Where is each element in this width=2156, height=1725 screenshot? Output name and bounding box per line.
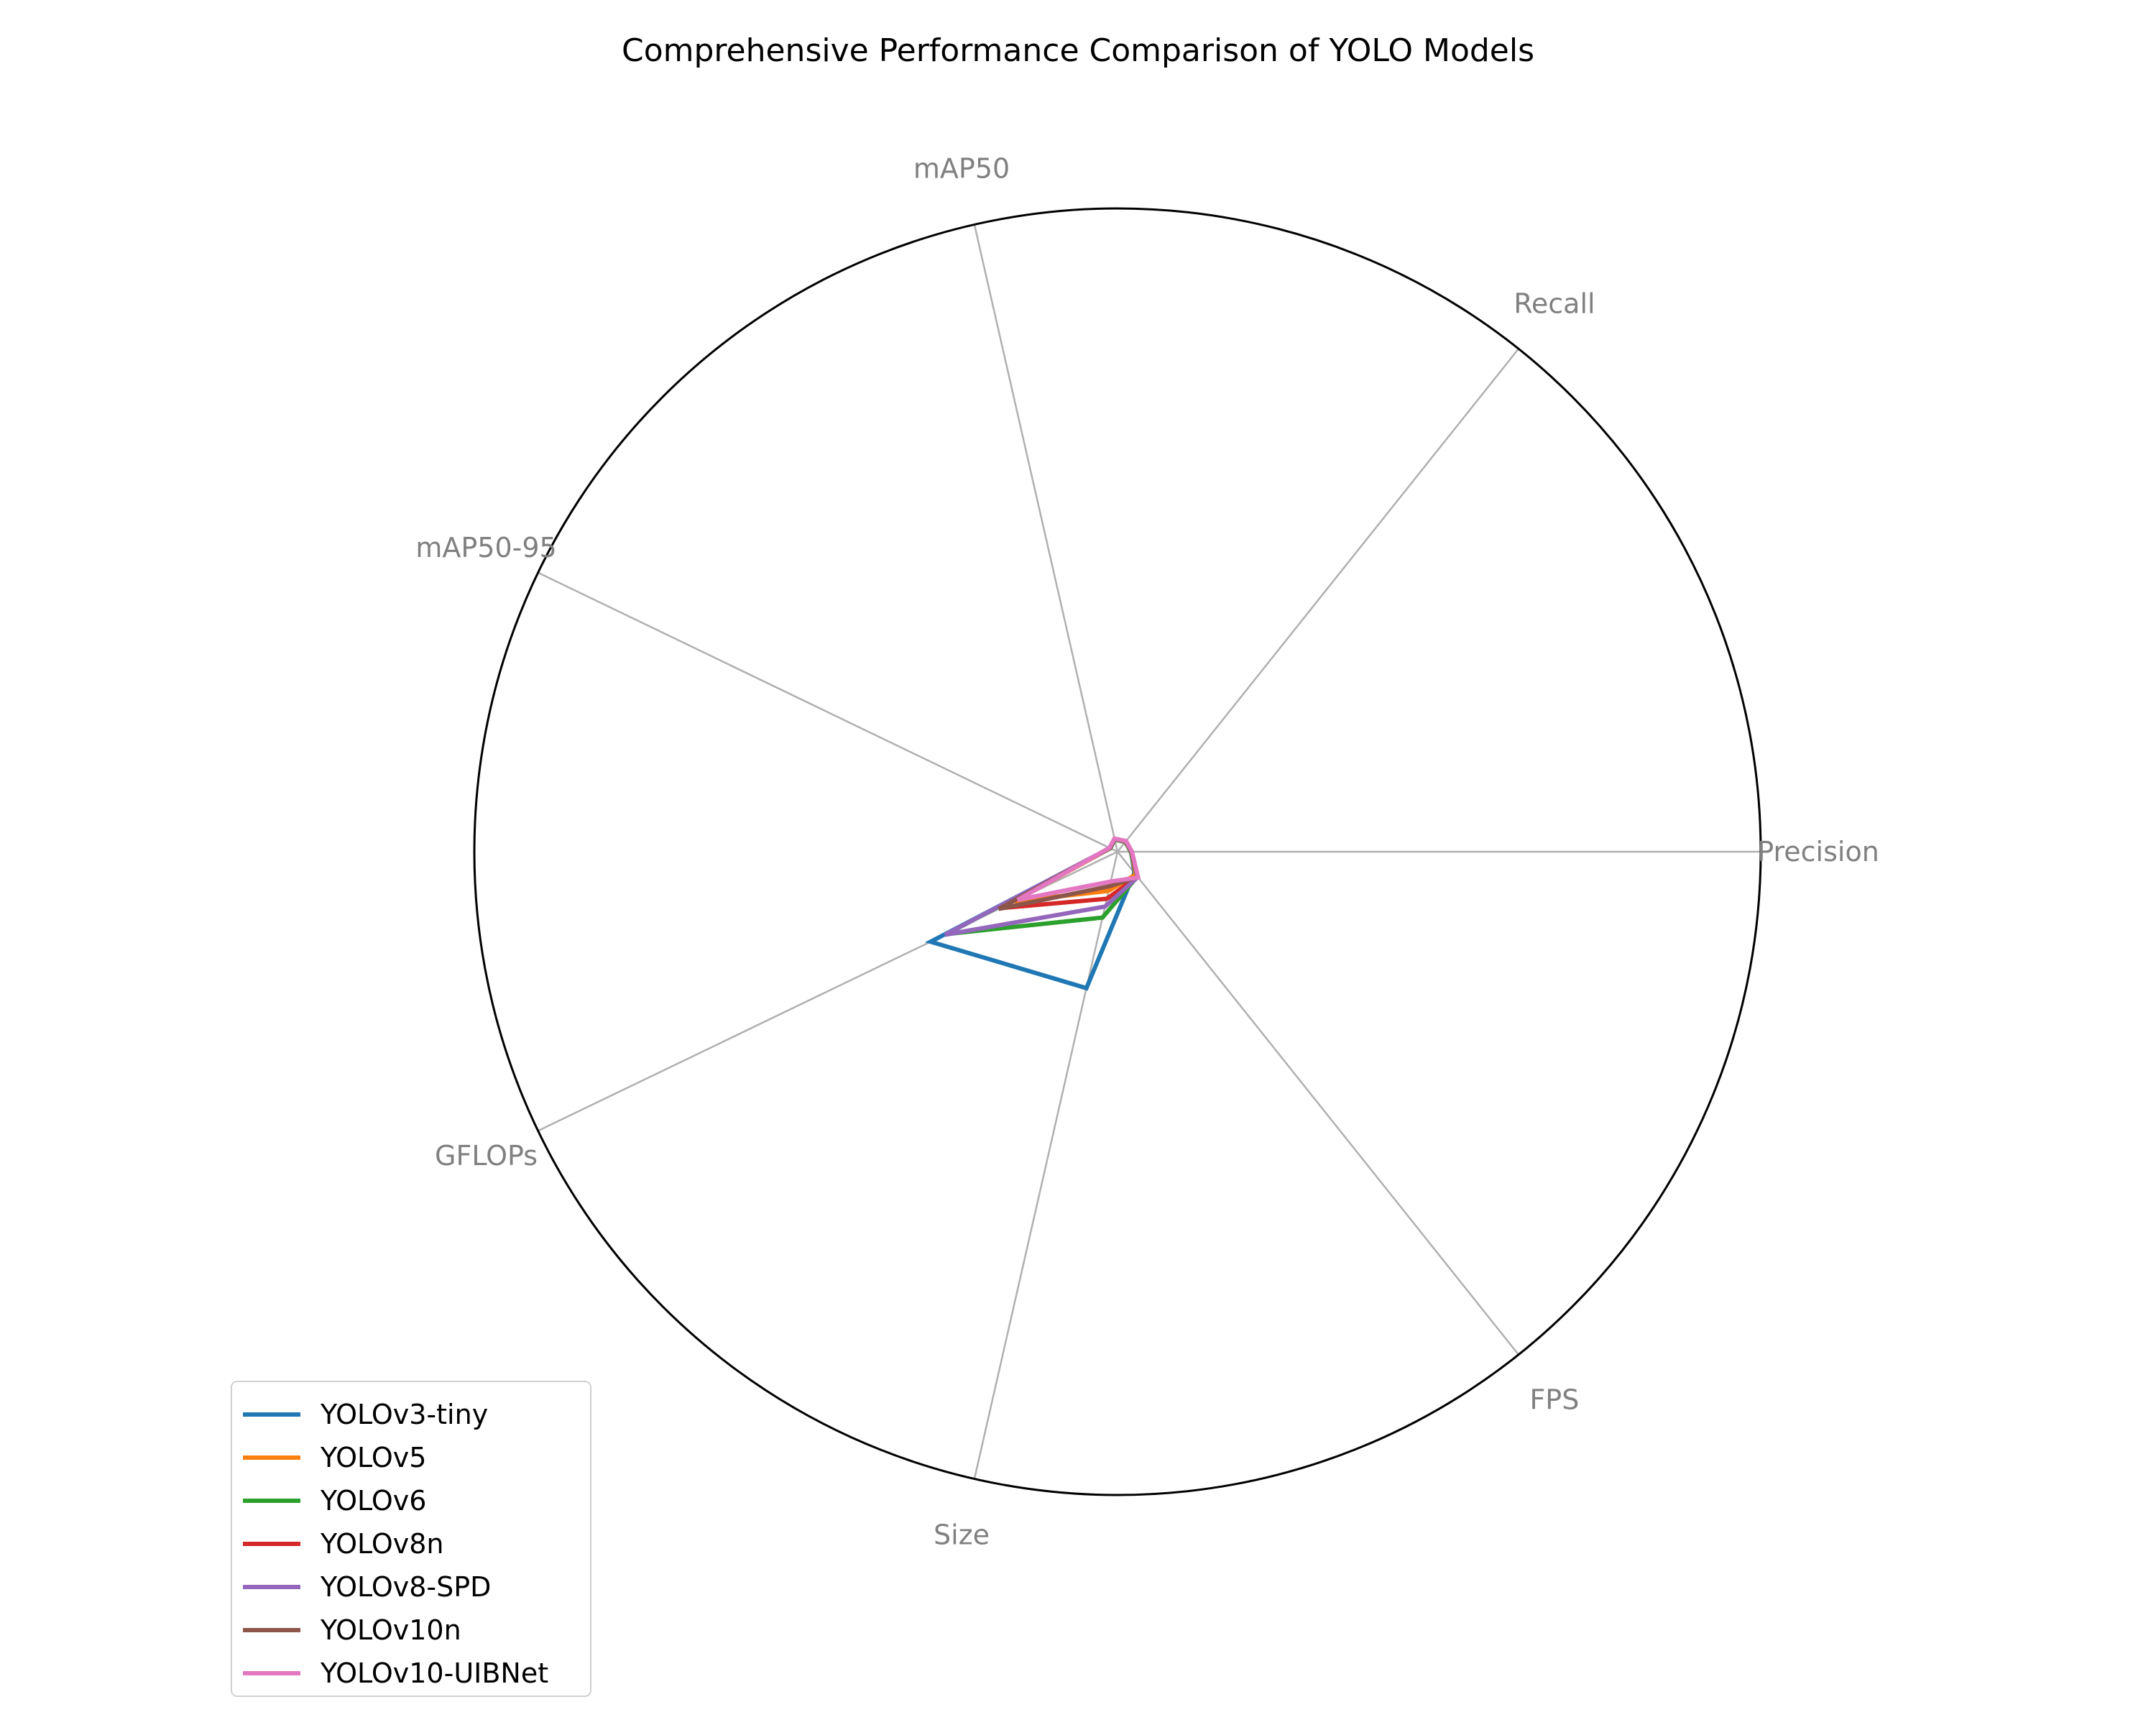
- axis-label-precision: Precision: [1757, 836, 1879, 868]
- axis-label-map50: mAP50: [913, 152, 1010, 184]
- spoke-fps: [1117, 851, 1520, 1356]
- legend-label-yolov6: YOLOv6: [320, 1485, 426, 1517]
- legend-label-yolov5: YOLOv5: [320, 1442, 426, 1473]
- legend-label-yolov10n: YOLOv10n: [320, 1614, 461, 1646]
- axis-label-gflops: GFLOPs: [435, 1140, 538, 1172]
- legend-label-yolov8-spd: YOLOv8-SPD: [320, 1571, 491, 1603]
- axis-label-recall: Recall: [1514, 288, 1595, 320]
- legend-label-yolov10-uibnet: YOLOv10-UIBNet: [320, 1657, 548, 1689]
- legend-frame: [231, 1381, 591, 1697]
- legend-label-yolov3-tiny: YOLOv3-tiny: [320, 1399, 488, 1430]
- series-line-yolov10-uibnet: [1016, 836, 1141, 902]
- spoke-size: [973, 851, 1119, 1479]
- axis-label-size: Size: [934, 1519, 990, 1551]
- spoke-map50: [973, 224, 1119, 852]
- outer-circle: [473, 207, 1762, 1496]
- spoke-map50-95: [538, 571, 1118, 853]
- radar-grid: [473, 207, 1762, 1496]
- axis-label-fps: FPS: [1529, 1384, 1579, 1415]
- series-lines: [924, 836, 1141, 991]
- legend-label-yolov8n: YOLOv8n: [320, 1528, 444, 1560]
- chart-title: Comprehensive Performance Comparison of …: [622, 32, 1534, 69]
- axis-labels: Precision Recall mAP50 mAP50-95 GFLOPs Size FP…: [415, 152, 1879, 1550]
- legend: YOLOv3-tiny YOLOv5 YOLOv6 YOLOv8n YOLOv8-SPD…: [231, 1381, 591, 1697]
- axis-label-map50-95: mAP50-95: [415, 532, 556, 564]
- spoke-recall: [1117, 348, 1520, 852]
